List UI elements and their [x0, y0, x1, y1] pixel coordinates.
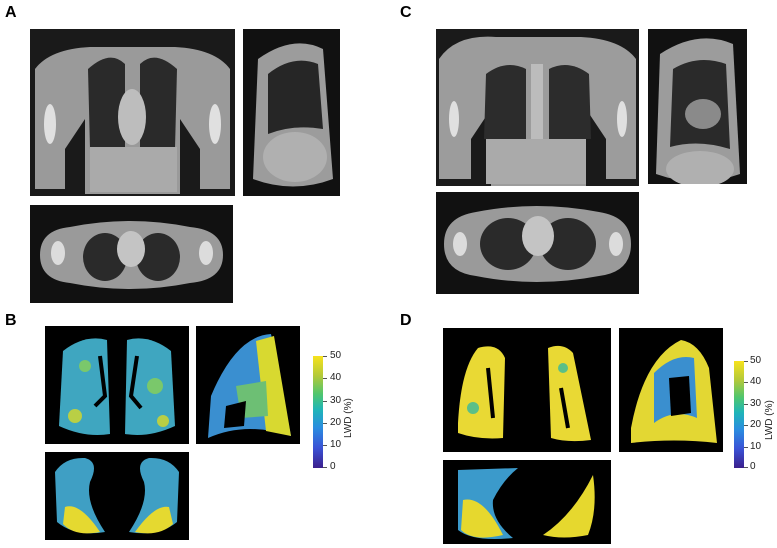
- lwd-map-sagittal-b: [196, 326, 300, 444]
- mri-coronal-c: [436, 29, 639, 186]
- colorbar-b-title: LWD (%): [343, 398, 354, 438]
- colorbar-d-tick: 50: [750, 355, 762, 366]
- lwd-map-coronal-d: [443, 328, 611, 452]
- mri-sagittal-c: [648, 29, 747, 184]
- colorbar-b-tick: 40: [330, 372, 342, 383]
- colorbar-b-tick: 20: [330, 417, 342, 428]
- colorbar-b-tick: 30: [330, 395, 342, 406]
- panel-label-a: A: [5, 4, 17, 21]
- colorbar-d-title: LWD (%): [764, 400, 775, 440]
- colorbar-d-tick: 40: [750, 376, 762, 387]
- colorbar-b-tick: 0: [330, 461, 336, 472]
- panel-label-d: D: [400, 312, 412, 329]
- colorbar-d-tick: 0: [750, 461, 756, 472]
- lwd-map-axial-b: [45, 452, 189, 540]
- panel-label-b: B: [5, 312, 17, 329]
- colorbar-d-tick: 10: [750, 441, 762, 452]
- colorbar-d-tick: 20: [750, 419, 762, 430]
- mri-axial-c: [436, 192, 639, 294]
- mri-axial-a: [30, 205, 233, 303]
- colorbar-d-tick: 30: [750, 398, 762, 409]
- colorbar-b-tick: 10: [330, 439, 342, 450]
- panel-label-c: C: [400, 4, 412, 21]
- colorbar-d: [734, 361, 744, 468]
- lwd-map-coronal-b: [45, 326, 189, 444]
- lwd-map-sagittal-d: [619, 328, 723, 452]
- colorbar-b-tick: 50: [330, 350, 342, 361]
- mri-sagittal-a: [243, 29, 340, 196]
- mri-coronal-a: [30, 29, 235, 196]
- colorbar-b: [313, 356, 323, 468]
- lwd-map-axial-d: [443, 460, 611, 544]
